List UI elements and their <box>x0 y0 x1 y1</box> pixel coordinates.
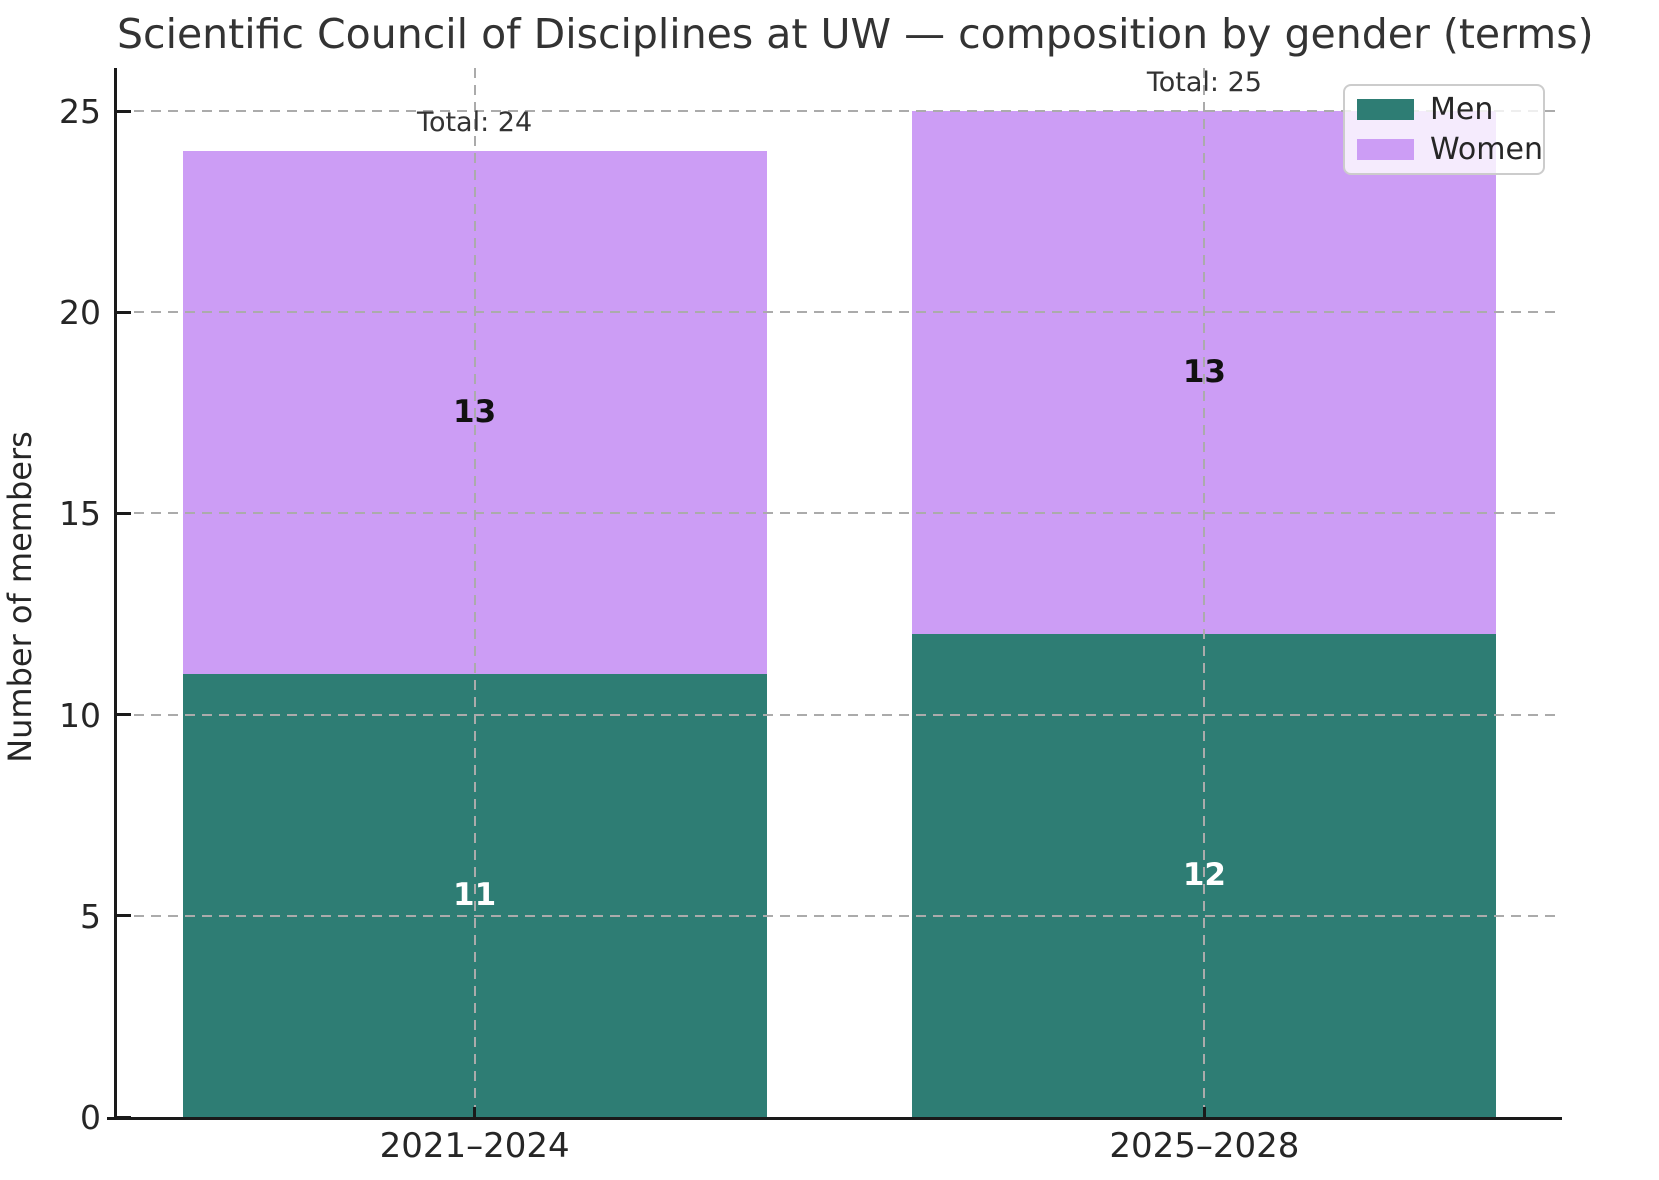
y-tick-label-0: 0 <box>80 1098 101 1137</box>
gridline-y-10 <box>117 713 1562 716</box>
total-label-1: Total: 25 <box>1146 67 1262 98</box>
x-axis-spine <box>107 1117 1562 1120</box>
legend-item-men: Men <box>1357 91 1531 127</box>
total-label-0: Total: 24 <box>417 107 533 139</box>
y-tick-10 <box>117 713 131 717</box>
gridline-y-5 <box>117 914 1562 917</box>
y-tick-5 <box>117 914 131 918</box>
legend-swatch-women <box>1357 139 1414 160</box>
legend-label-women: Women <box>1430 131 1543 167</box>
y-tick-0 <box>117 1115 131 1119</box>
bar-value-men-1: 12 <box>1182 856 1226 893</box>
gridline-y-15 <box>117 512 1562 515</box>
y-tick-label-15: 15 <box>59 494 101 534</box>
bar-value-men-0: 11 <box>453 876 497 913</box>
x-tick-label-1: 2025–2028 <box>1109 1126 1300 1166</box>
y-tick-label-20: 20 <box>59 293 101 333</box>
legend: Men Women <box>1343 84 1545 175</box>
bar-value-women-1: 13 <box>1182 353 1226 390</box>
y-tick-15 <box>117 511 131 515</box>
gridline-x-0 <box>473 68 476 1117</box>
y-tick-label-5: 5 <box>80 896 101 936</box>
y-axis-label: Number of members <box>1 431 39 763</box>
legend-item-women: Women <box>1357 134 1543 165</box>
bar-value-women-0: 13 <box>453 393 497 430</box>
gridline-x-1 <box>1203 68 1206 1117</box>
plot-area: 11 13 Total: 24 12 13 Total: 25 <box>107 67 1562 1120</box>
y-tick-20 <box>117 310 131 314</box>
y-tick-label-10: 10 <box>59 695 101 735</box>
legend-label-men: Men <box>1430 91 1494 127</box>
legend-swatch-men <box>1357 99 1414 120</box>
x-tick-0 <box>473 1107 477 1117</box>
gridline-y-20 <box>117 311 1562 314</box>
y-axis-spine <box>114 68 117 1117</box>
x-tick-1 <box>1202 1107 1206 1117</box>
y-tick-25 <box>117 109 131 113</box>
gridline-y-25 <box>117 110 1562 112</box>
y-tick-label-25: 25 <box>59 92 101 131</box>
x-tick-label-0: 2021–2024 <box>379 1126 570 1166</box>
chart-title: Scientific Council of Disciplines at UW … <box>117 10 1594 58</box>
